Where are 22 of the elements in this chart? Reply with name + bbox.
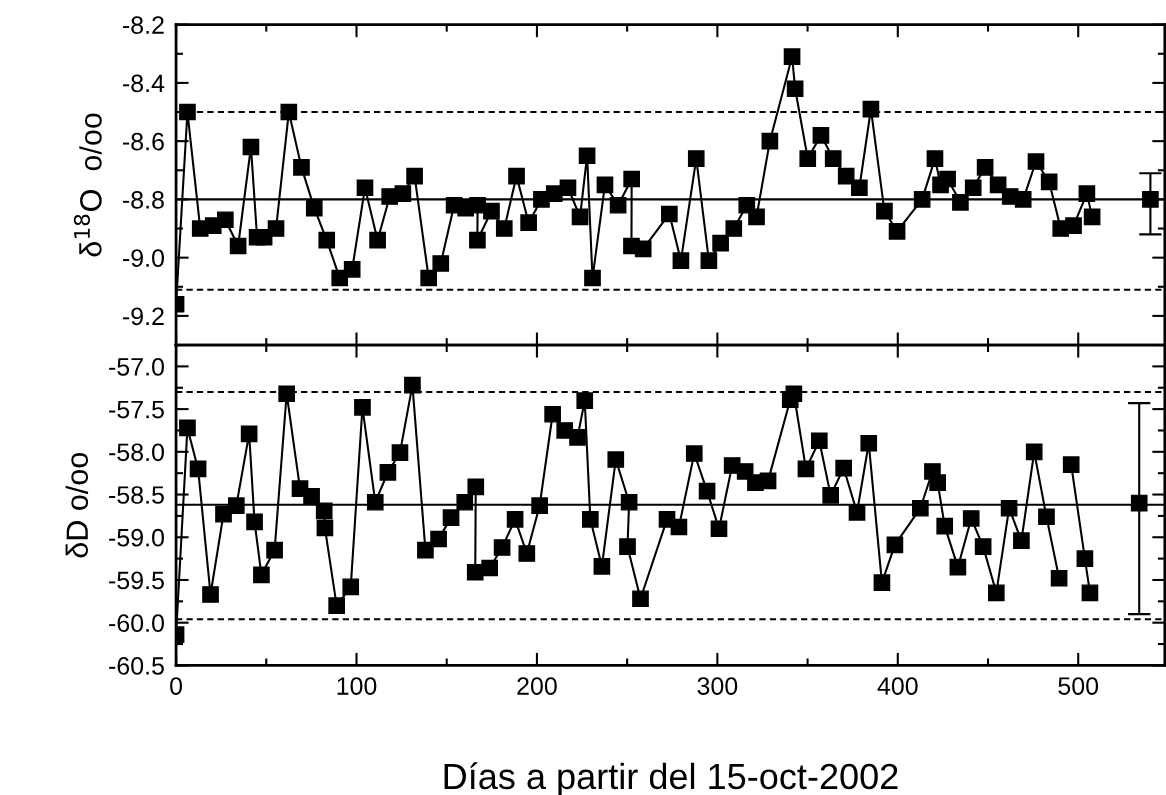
y-tick-label: -58.5 (109, 486, 164, 504)
y-tick-label: -9.0 (122, 249, 164, 267)
x-tick-label: 400 (877, 677, 918, 695)
x-tick-label: 200 (517, 677, 557, 695)
y-tick-label: -57.5 (109, 400, 164, 419)
x-tick-label: 100 (337, 677, 377, 695)
y-axis-title: δD o/oo (65, 452, 89, 558)
y-tick-label: -8.2 (122, 16, 164, 34)
y-tick-label: -59.0 (109, 528, 164, 547)
x-tick-label: 300 (697, 677, 738, 695)
y-tick-label: -9.2 (122, 307, 164, 326)
y-tick-label: -8.6 (122, 132, 164, 151)
y-tick-label: -8.8 (122, 191, 164, 209)
y-tick-label: -57.0 (109, 357, 164, 376)
x-tick-label: 0 (170, 677, 183, 695)
y-tick-label: -8.4 (122, 74, 165, 93)
x-tick-label: 500 (1058, 677, 1099, 695)
y-tick-label: -59.5 (109, 571, 164, 590)
y-tick-label: -60.0 (109, 614, 164, 632)
y-tick-label: -58.0 (109, 443, 164, 462)
y-axis-title: δ$^{18}$O o/oo (73, 113, 102, 257)
y-tick-label: -60.5 (109, 657, 164, 675)
